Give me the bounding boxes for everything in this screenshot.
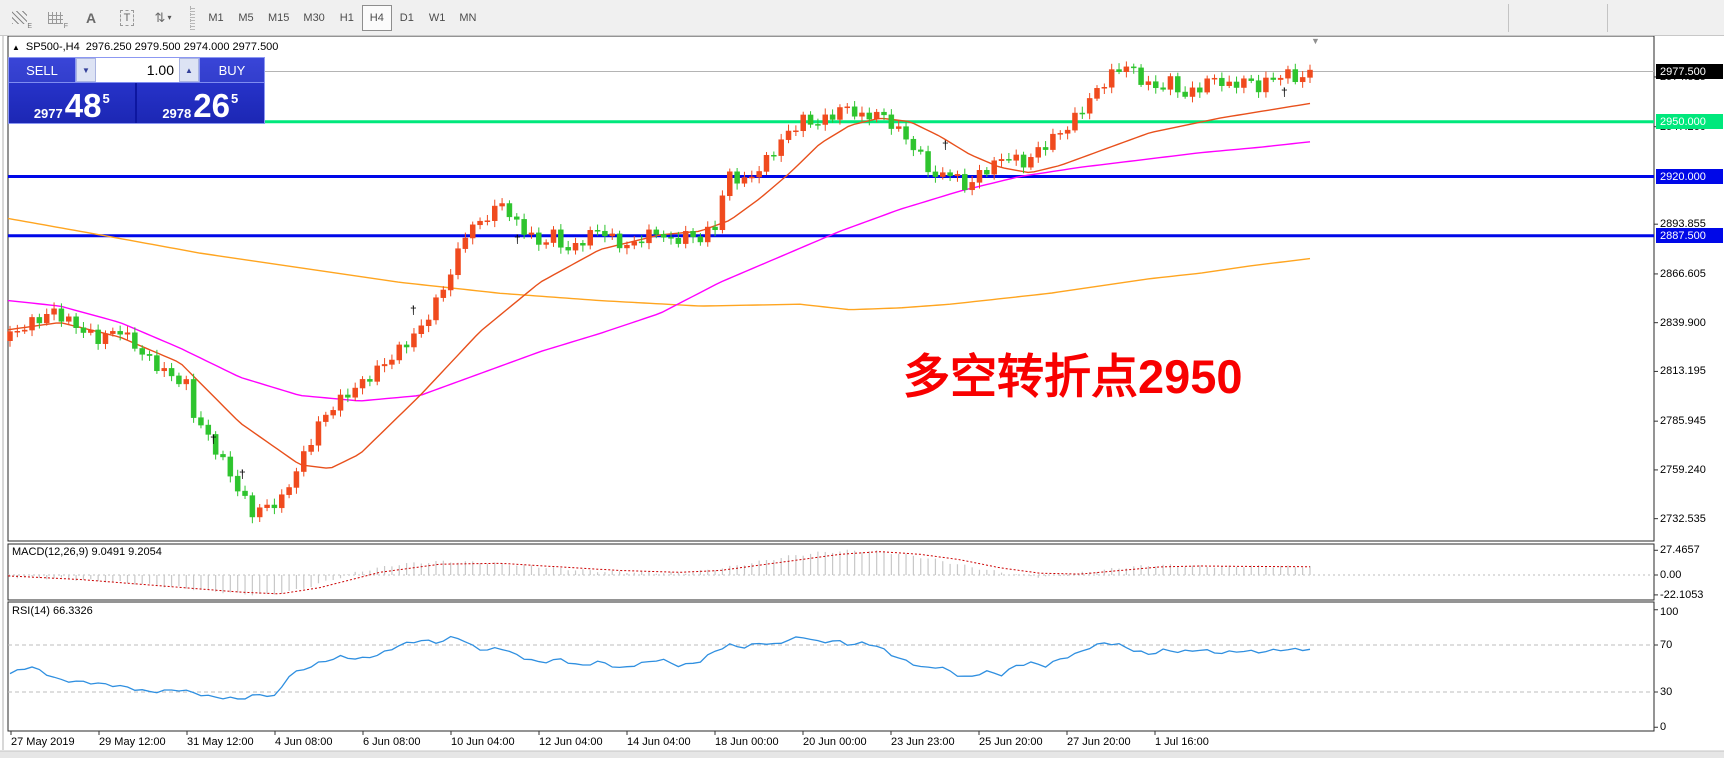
macd-axis-label: -22.1053 — [1660, 589, 1704, 601]
price-tick-label: 2839.900 — [1660, 317, 1706, 330]
timeframe-button-m30[interactable]: M30 — [303, 11, 325, 24]
chart-annotation-text: 多空转折点2950 — [903, 350, 1243, 403]
price-level-badge: 2950.000 — [1656, 114, 1723, 129]
toolbar-drag-handle[interactable] — [190, 5, 195, 30]
price-tick-label: 2866.605 — [1660, 268, 1706, 281]
draw-study-icon[interactable]: E — [2, 4, 36, 32]
price-tick-label: 2785.945 — [1660, 415, 1706, 428]
dagger-marker-icon: † — [210, 432, 217, 447]
indicator-grid-icon[interactable]: F — [38, 4, 72, 32]
date-label: 6 Jun 08:00 — [363, 736, 421, 748]
price-tick-label: 2732.535 — [1660, 513, 1706, 526]
buy-button[interactable]: BUY — [200, 58, 264, 82]
price-level-badge: 2977.500 — [1656, 64, 1723, 79]
dagger-marker-icon: † — [410, 302, 417, 317]
price-tick-label: 2759.240 — [1660, 464, 1706, 477]
date-label: 10 Jun 04:00 — [451, 736, 515, 748]
shift-position-icon: ▼ — [1311, 36, 1320, 46]
price-tick-label: 2813.195 — [1660, 365, 1706, 378]
volume-decrease-button[interactable]: ▼ — [76, 58, 96, 82]
text-box-icon[interactable]: T — [110, 4, 144, 32]
rsi-axis-label: 0 — [1660, 721, 1667, 733]
price-level-badge: 2887.500 — [1656, 228, 1723, 243]
sell-button[interactable]: SELL — [9, 58, 75, 82]
rsi-axis-label: 30 — [1660, 686, 1673, 698]
date-label: 27 May 2019 — [11, 736, 75, 748]
symbol-header: ▲ SP500-,H4 2976.250 2979.500 2974.000 2… — [12, 41, 278, 53]
dagger-marker-icon: † — [239, 467, 246, 481]
dagger-marker-icon: † — [1281, 85, 1288, 100]
timeframe-button-h4[interactable]: H4 — [361, 4, 392, 31]
direction-up-icon: ▲ — [12, 42, 20, 52]
date-label: 1 Jul 16:00 — [1155, 736, 1209, 748]
rsi-axis-label: 70 — [1660, 639, 1673, 651]
timeframe-button-m15[interactable]: M15 — [268, 11, 290, 24]
volume-increase-button[interactable]: ▲ — [179, 58, 199, 82]
timeframe-button-m5[interactable]: M5 — [238, 11, 254, 24]
price-level-badge: 2920.000 — [1656, 169, 1723, 184]
timeframe-button-h1[interactable]: H1 — [339, 11, 354, 24]
toolbar-separator — [1607, 4, 1608, 32]
date-label: 29 May 12:00 — [99, 736, 166, 748]
date-label: 14 Jun 04:00 — [627, 736, 691, 748]
rsi-axis-label: 100 — [1660, 606, 1679, 618]
date-label: 23 Jun 23:00 — [891, 736, 955, 748]
date-label: 25 Jun 20:00 — [979, 736, 1043, 748]
timeframe-bar: M1 M5 M15 M30 H1 H4 D1 W1 MN — [201, 4, 483, 31]
toolbar-separator — [1508, 4, 1509, 32]
symbol-name: SP500-,H4 — [25, 41, 80, 53]
toolbar: E F A T ⇅ ▾ M1 M5 M15 M30 H1 H4 D1 W1 MN — [0, 0, 1724, 36]
volume-input[interactable]: 1.00 — [96, 58, 179, 82]
ohlc-values: 2976.250 2979.500 2974.000 2977.500 — [85, 41, 279, 53]
rsi-pane-label: RSI(14) 66.3326 — [12, 605, 93, 617]
date-label: 18 Jun 00:00 — [715, 736, 779, 748]
macd-axis-label: 0.00 — [1660, 569, 1682, 581]
dagger-marker-icon: † — [942, 138, 949, 153]
date-label: 12 Jun 04:00 — [539, 736, 603, 748]
arrows-objects-icon[interactable]: ⇅ ▾ — [154, 9, 172, 25]
text-label-icon[interactable]: A — [85, 9, 97, 26]
date-label: 27 Jun 20:00 — [1067, 736, 1131, 748]
macd-pane-label: MACD(12,26,9) 9.0491 9.2054 — [12, 546, 162, 558]
buy-price[interactable]: 2978 26 5 — [162, 86, 239, 124]
date-label: 20 Jun 00:00 — [803, 736, 867, 748]
timeframe-button-d1[interactable]: D1 — [399, 11, 414, 24]
date-label: 31 May 12:00 — [187, 736, 254, 748]
one-click-trade-panel: SELL ▼ 1.00 ▲ BUY 2977 48 5 2978 26 5 — [8, 57, 265, 124]
timeframe-button-w1[interactable]: W1 — [428, 11, 446, 24]
price-tick-label: 2893.855 — [1660, 218, 1706, 231]
timeframe-button-m1[interactable]: M1 — [208, 11, 224, 24]
sell-price[interactable]: 2977 48 5 — [9, 83, 137, 123]
date-label: 4 Jun 08:00 — [275, 736, 333, 748]
macd-axis-label: 27.4657 — [1660, 544, 1700, 556]
timeframe-button-mn[interactable]: MN — [459, 11, 477, 24]
volume-stepper: ▼ 1.00 ▲ — [75, 58, 200, 82]
dagger-marker-icon: † — [514, 231, 521, 246]
